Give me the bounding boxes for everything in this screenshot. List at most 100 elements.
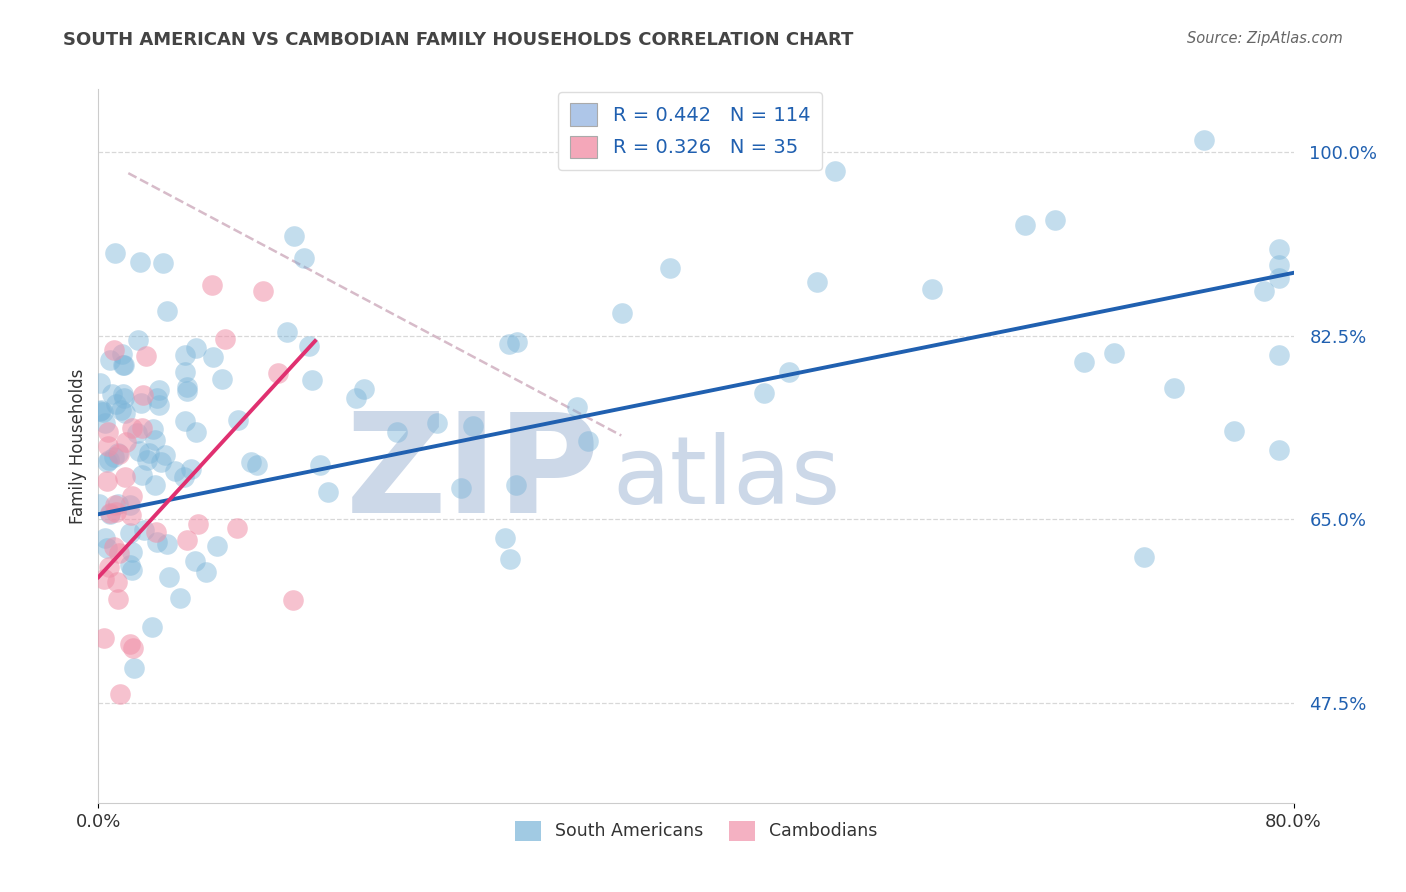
- Point: [121, 489, 143, 503]
- Point: [506, 335, 529, 350]
- Point: [1163, 381, 1185, 395]
- Point: [110, 402, 132, 417]
- Point: [156, 303, 179, 318]
- Point: [98, 508, 121, 522]
- Point: [921, 282, 943, 296]
- Point: [806, 275, 828, 289]
- Point: [1192, 133, 1215, 147]
- Point: [90, 403, 112, 417]
- Point: [96, 541, 118, 556]
- Point: [98, 352, 121, 367]
- Point: [298, 339, 321, 353]
- Point: [108, 447, 131, 461]
- Point: [128, 444, 150, 458]
- Point: [494, 531, 516, 545]
- Point: [98, 506, 121, 520]
- Point: [187, 516, 209, 531]
- Point: [97, 425, 120, 440]
- Point: [281, 593, 304, 607]
- Point: [129, 396, 152, 410]
- Point: [499, 551, 522, 566]
- Text: Source: ZipAtlas.com: Source: ZipAtlas.com: [1187, 31, 1343, 46]
- Point: [283, 228, 305, 243]
- Point: [132, 524, 155, 538]
- Point: [184, 341, 207, 355]
- Point: [114, 406, 136, 420]
- Point: [1267, 347, 1289, 361]
- Point: [121, 563, 143, 577]
- Point: [107, 591, 129, 606]
- Point: [202, 350, 225, 364]
- Point: [121, 421, 143, 435]
- Point: [226, 521, 249, 535]
- Point: [173, 470, 195, 484]
- Point: [143, 477, 166, 491]
- Point: [101, 387, 124, 401]
- Point: [201, 278, 224, 293]
- Point: [824, 164, 846, 178]
- Point: [1267, 259, 1289, 273]
- Point: [135, 349, 157, 363]
- Point: [387, 425, 409, 439]
- Point: [226, 413, 249, 427]
- Point: [461, 419, 484, 434]
- Point: [97, 439, 120, 453]
- Point: [103, 343, 125, 358]
- Point: [155, 537, 177, 551]
- Point: [107, 497, 129, 511]
- Point: [103, 245, 125, 260]
- Point: [120, 526, 142, 541]
- Point: [89, 404, 111, 418]
- Point: [131, 468, 153, 483]
- Point: [146, 535, 169, 549]
- Text: SOUTH AMERICAN VS CAMBODIAN FAMILY HOUSEHOLDS CORRELATION CHART: SOUTH AMERICAN VS CAMBODIAN FAMILY HOUSE…: [63, 31, 853, 49]
- Point: [153, 449, 176, 463]
- Point: [1104, 346, 1126, 360]
- Point: [138, 446, 160, 460]
- Point: [176, 379, 198, 393]
- Point: [132, 388, 155, 402]
- Point: [505, 478, 527, 492]
- Point: [1014, 218, 1036, 232]
- Point: [120, 558, 142, 572]
- Point: [107, 446, 129, 460]
- Point: [120, 508, 142, 523]
- Point: [778, 366, 800, 380]
- Point: [195, 565, 218, 579]
- Point: [176, 384, 198, 399]
- Point: [124, 661, 146, 675]
- Point: [163, 465, 186, 479]
- Point: [145, 525, 167, 540]
- Point: [143, 433, 166, 447]
- Point: [114, 470, 136, 484]
- Point: [184, 425, 207, 439]
- Point: [450, 482, 472, 496]
- Point: [173, 365, 195, 379]
- Point: [96, 474, 118, 488]
- Point: [316, 485, 339, 500]
- Point: [1223, 424, 1246, 438]
- Point: [127, 333, 149, 347]
- Point: [276, 325, 298, 339]
- Point: [292, 251, 315, 265]
- Point: [107, 546, 129, 560]
- Point: [267, 366, 290, 380]
- Y-axis label: Family Households: Family Households: [69, 368, 87, 524]
- Legend: South Americans, Cambodians: South Americans, Cambodians: [508, 814, 884, 847]
- Point: [142, 422, 165, 436]
- Point: [353, 382, 375, 396]
- Point: [174, 414, 197, 428]
- Point: [105, 397, 128, 411]
- Point: [1267, 442, 1289, 457]
- Point: [125, 425, 148, 440]
- Point: [149, 455, 172, 469]
- Point: [93, 532, 115, 546]
- Point: [176, 533, 198, 548]
- Point: [309, 458, 332, 472]
- Text: ZIP: ZIP: [346, 407, 600, 542]
- Point: [131, 421, 153, 435]
- Point: [110, 688, 132, 702]
- Point: [754, 385, 776, 400]
- Point: [214, 332, 236, 346]
- Point: [576, 434, 599, 448]
